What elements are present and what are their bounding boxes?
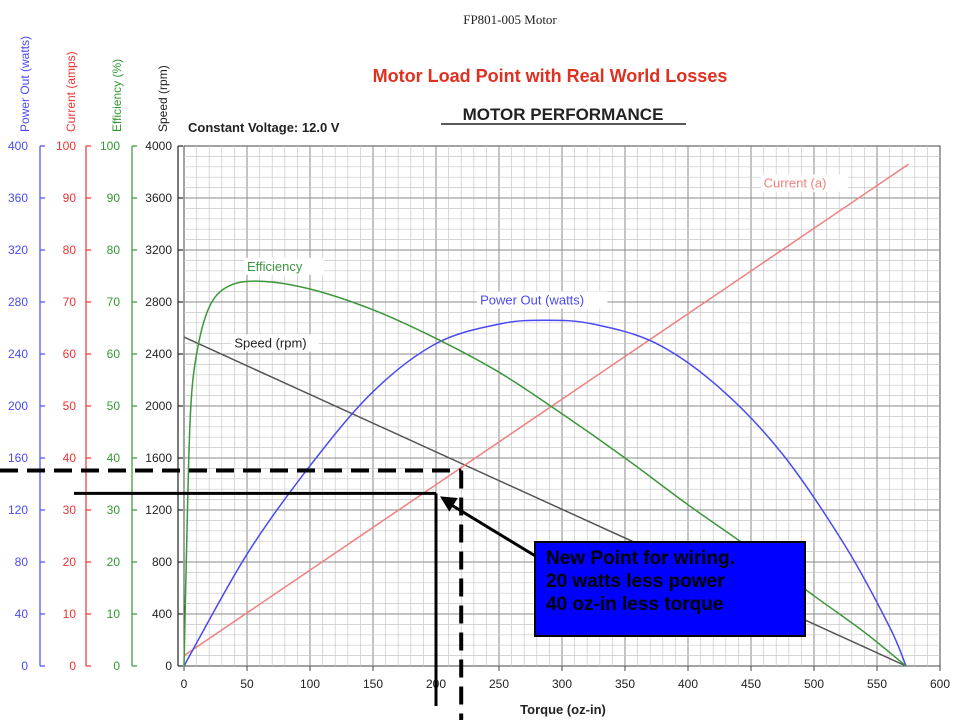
y-tick-label: 10 [63,607,77,621]
y-tick-label: 80 [63,243,77,257]
y-tick-label: 90 [107,191,121,205]
y-tick-label: 800 [152,555,172,569]
y-tick-label: 60 [63,347,77,361]
x-tick-label: 550 [867,677,887,691]
y-tick-label: 3600 [145,191,172,205]
series-label: Current (a) [764,176,827,191]
y-tick-label: 4000 [145,139,172,153]
y-tick-label: 1600 [145,451,172,465]
series-label-bg [244,257,324,275]
chart-voltage-label: Constant Voltage: 12.0 V [188,120,340,135]
y-tick-label: 20 [107,555,121,569]
y-axis-1: 0 40 80 120 160 200 240 280 320 360 400 Power Out (… [8,36,45,673]
y-tick-label: 1200 [145,503,172,517]
y-axis-title: Efficiency (%) [110,59,124,132]
y-tick-label: 10 [107,607,121,621]
y-tick-label: 280 [8,295,28,309]
series: Power Out (watts) [183,291,907,667]
annotation-arrow-shaft [451,504,543,562]
y-tick-label: 30 [63,503,77,517]
series-label-bg [477,291,608,309]
series: Speed (rpm) [183,334,907,667]
y-tick-label: 160 [8,451,28,465]
y-tick-label: 120 [8,503,28,517]
y-tick-label: 100 [100,139,120,153]
y-tick-label: 20 [63,555,77,569]
annotation-line-2: 20 watts less power [546,571,725,592]
y-tick-label: 50 [63,399,77,413]
load-point-overlay [0,468,543,720]
series: Current (a) [183,163,909,657]
y-tick-label: 30 [107,503,121,517]
x-tick-label: 0 [181,677,188,691]
x-tick-label: 450 [741,677,761,691]
y-tick-label: 2400 [145,347,172,361]
x-tick-label: 250 [489,677,509,691]
y-tick-label: 0 [21,659,28,673]
y-axis-title: Speed (rpm) [156,65,170,132]
x-tick-label: 300 [552,677,572,691]
y-tick-label: 50 [107,399,121,413]
series-line [183,163,909,657]
y-tick-label: 60 [107,347,121,361]
annotation-line-1: New Point for wiring. [546,548,735,569]
chart-title: MOTOR PERFORMANCE [463,105,664,124]
y-tick-label: 2800 [145,295,172,309]
y-tick-label: 40 [63,451,77,465]
annotation-arrow-head [440,496,458,512]
slide-top-title: FP801-005 Motor [463,12,557,27]
slide-subtitle: Motor Load Point with Real World Losses [373,66,728,86]
x-tick-label: 50 [240,677,254,691]
x-tick-label: 150 [363,677,383,691]
y-axis-title: Power Out (watts) [18,36,32,132]
x-axis-label: Torque (oz-in) [520,702,606,717]
x-tick-label: 350 [615,677,635,691]
y-axis-title: Current (amps) [64,51,78,132]
annotation-box: New Point for wiring. 20 watts less powe… [534,541,806,637]
y-tick-label: 40 [107,451,121,465]
y-tick-label: 200 [8,399,28,413]
series-label: Power Out (watts) [480,293,584,308]
y-tick-label: 100 [56,139,76,153]
y-tick-label: 40 [15,607,29,621]
y-tick-label: 360 [8,191,28,205]
y-tick-label: 90 [63,191,77,205]
annotation-line-3: 40 oz-in less torque [546,594,724,615]
y-axis-4: 0 400 800 1200 1600 2000 2400 2800 3200 3600 4000 S… [145,65,183,673]
y-tick-label: 70 [107,295,121,309]
y-tick-label: 400 [8,139,28,153]
y-tick-label: 70 [63,295,77,309]
x-tick-label: 500 [804,677,824,691]
y-tick-label: 0 [165,659,172,673]
y-axis-3: 0 10 20 30 40 50 60 70 80 90 100 Efficiency (%) [100,59,137,673]
y-tick-label: 320 [8,243,28,257]
series-label: Efficiency [247,259,303,274]
y-tick-label: 0 [113,659,120,673]
y-tick-label: 3200 [145,243,172,257]
y-tick-label: 240 [8,347,28,361]
y-tick-label: 0 [69,659,76,673]
x-tick-label: 100 [300,677,320,691]
y-tick-label: 80 [107,243,121,257]
y-tick-label: 80 [15,555,29,569]
series-label: Speed (rpm) [234,336,306,351]
series-line [183,319,907,667]
series-label-bg [231,334,319,352]
y-tick-label: 2000 [145,399,172,413]
series-label-bg [760,174,848,192]
x-tick-label: 400 [678,677,698,691]
y-axis-2: 0 10 20 30 40 50 60 70 80 90 100 Current (amps) [56,51,91,673]
y-tick-label: 400 [152,607,172,621]
x-tick-label: 600 [930,677,950,691]
